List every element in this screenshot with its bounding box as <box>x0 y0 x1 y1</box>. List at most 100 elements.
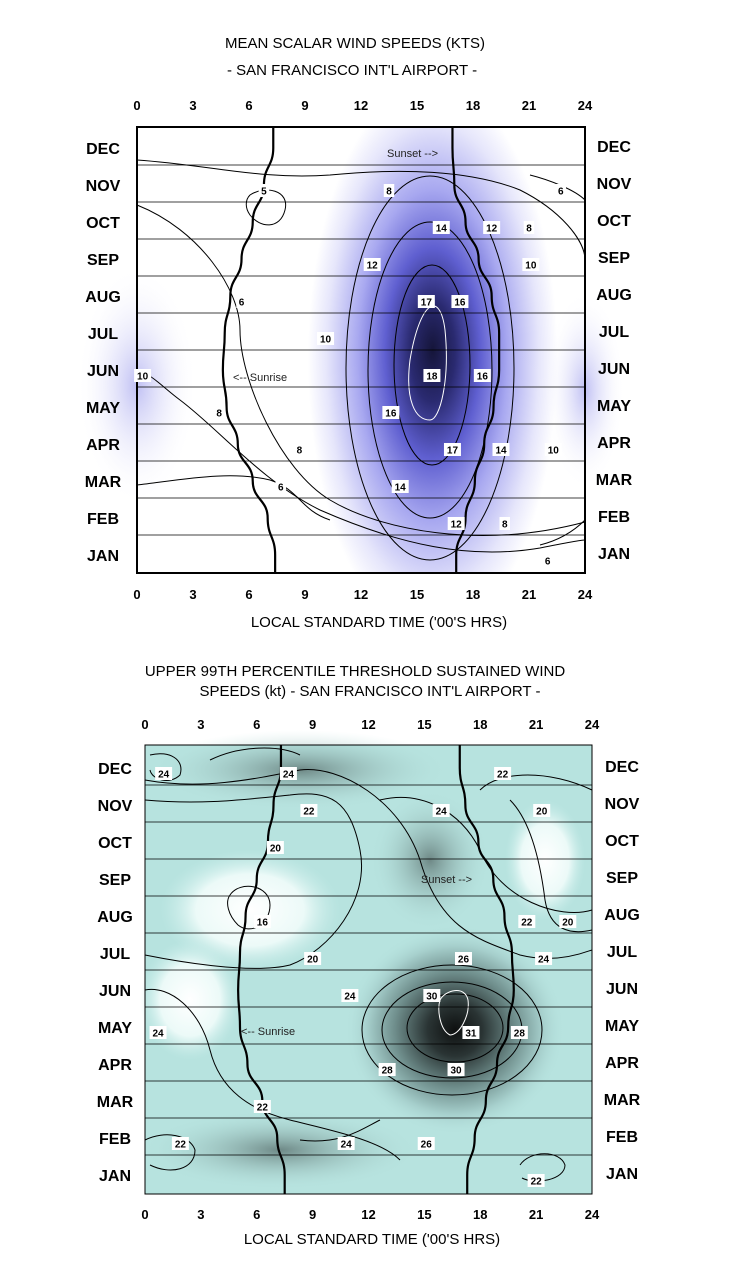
month-label-left: MAY <box>98 1020 132 1037</box>
contour-label-text: 28 <box>382 1066 394 1077</box>
contour-label-text: 26 <box>421 1140 433 1151</box>
contour-label-text: 10 <box>137 372 149 383</box>
x-tick-label-top: 21 <box>529 717 543 732</box>
contour-label-text: 14 <box>436 224 448 235</box>
chart2-month-labels-left: DEC NOV OCT SEP AUG JUL JUN MAY APR MAR FEB JAN <box>97 761 134 1185</box>
chart2-x-axis-label: LOCAL STANDARD TIME ('00'S HRS) <box>244 1231 500 1248</box>
contour-label: 10 <box>522 258 540 272</box>
month-label-right: JUN <box>598 361 630 378</box>
contour-label: 24 <box>432 804 450 818</box>
percentile-wind-chart: UPPER 99TH PERCENTILE THRESHOLD SUSTAINE… <box>97 663 641 1248</box>
contour-label-text: 24 <box>283 770 295 781</box>
contour-label-text: 16 <box>477 372 489 383</box>
contour-label: 8 <box>499 517 510 531</box>
chart2-month-gridlines <box>145 784 592 1156</box>
contour-label: 12 <box>483 221 501 235</box>
month-label-right: MAY <box>597 398 631 415</box>
month-label-left: MAR <box>97 1094 134 1111</box>
contour-label-text: 24 <box>341 1140 353 1151</box>
chart1-contour-lines <box>136 159 586 561</box>
month-label-left: FEB <box>99 1131 131 1148</box>
month-label-right: DEC <box>605 759 639 776</box>
month-label-right: JUL <box>599 324 629 341</box>
chart1-sunset-curve <box>451 127 501 573</box>
contour-label-text: 16 <box>385 409 397 420</box>
x-tick-label-bottom: 3 <box>197 1207 204 1222</box>
contour-label: 8 <box>523 221 535 235</box>
x-tick-label-top: 12 <box>354 98 368 113</box>
contour-label-text: 16 <box>454 298 466 309</box>
contour-label: 8 <box>383 184 395 198</box>
contour-label-text: 24 <box>436 807 448 818</box>
contour-label-text: 14 <box>395 483 407 494</box>
month-label-right: NOV <box>597 176 632 193</box>
chart2-month-labels-right: DEC NOV OCT SEP AUG JUL JUN MAY APR MAR FEB JAN <box>604 759 641 1183</box>
month-label-left: AUG <box>97 909 133 926</box>
month-label-right: MAR <box>604 1092 641 1109</box>
month-label-right: APR <box>597 435 631 452</box>
contour-label: 24 <box>149 1026 167 1040</box>
contour-label: 22 <box>527 1174 545 1188</box>
contour-label: 24 <box>155 767 173 781</box>
contour-label-text: 20 <box>270 844 282 855</box>
month-label-right: JUN <box>606 981 638 998</box>
contour-label: 22 <box>171 1137 189 1151</box>
contour-label: 20 <box>533 804 551 818</box>
month-label-right: AUG <box>596 287 632 304</box>
contour-label: 14 <box>492 443 510 457</box>
x-tick-label-bottom: 21 <box>529 1207 543 1222</box>
x-tick-label-bottom: 12 <box>361 1207 375 1222</box>
contour-label: 16 <box>473 369 491 383</box>
contour-label: 8 <box>213 406 225 420</box>
contour-label: 8 <box>294 443 305 457</box>
chart1-sunrise-annotation: <-- Sunrise <box>233 372 287 384</box>
month-label-left: JUL <box>88 326 118 343</box>
contour-label: 12 <box>363 258 381 272</box>
x-tick-label-bottom: 12 <box>354 587 368 602</box>
chart1-month-labels-left: DEC NOV OCT SEP AUG JUL JUN MAY APR MAR FEB JAN <box>85 141 122 565</box>
contour-label-text: 24 <box>152 1029 164 1040</box>
contour-label-text: 31 <box>465 1029 477 1040</box>
chart2-sunset-annotation: Sunset --> <box>421 874 472 886</box>
contour-label-text: 30 <box>450 1066 462 1077</box>
contour-label-text: 10 <box>320 335 332 346</box>
x-tick-label-bottom: 6 <box>253 1207 260 1222</box>
contour-label: 31 <box>462 1026 480 1040</box>
x-tick-label-top: 24 <box>578 98 593 113</box>
month-label-left: SEP <box>87 252 119 269</box>
month-label-left: DEC <box>98 761 132 778</box>
contour-label: 14 <box>432 221 450 235</box>
chart2-x-ticks-bottom: 0 3 6 9 12 15 18 21 24 <box>141 1207 600 1222</box>
month-label-right: MAY <box>605 1018 639 1035</box>
contour-label: 14 <box>391 480 409 494</box>
mean-scalar-wind-chart: MEAN SCALAR WIND SPEEDS (KTS) - SAN FRAN… <box>77 35 633 631</box>
month-label-left: NOV <box>86 178 121 195</box>
contour-label: 16 <box>253 915 271 929</box>
contour-label-text: 10 <box>525 261 537 272</box>
x-tick-label-top: 3 <box>189 98 196 113</box>
contour-label-text: 18 <box>426 372 438 383</box>
month-label-right: JAN <box>606 1166 638 1183</box>
month-label-right: APR <box>605 1055 639 1072</box>
contour-label-text: 12 <box>486 224 498 235</box>
x-tick-label-top: 21 <box>522 98 536 113</box>
contour-label: 6 <box>542 554 553 568</box>
month-label-left: APR <box>98 1057 132 1074</box>
contour-label-text: 17 <box>421 298 433 309</box>
x-tick-label-top: 9 <box>309 717 316 732</box>
chart2-plot-background <box>140 730 592 1194</box>
contour-label: 16 <box>382 406 400 420</box>
x-tick-label-top: 15 <box>410 98 424 113</box>
contour-label-text: 10 <box>548 446 560 457</box>
contour-label: 16 <box>451 295 469 309</box>
x-tick-label-bottom: 3 <box>189 587 196 602</box>
month-label-left: NOV <box>98 798 133 815</box>
month-label-left: DEC <box>86 141 120 158</box>
contour-label: 20 <box>266 841 284 855</box>
contour-label: 6 <box>555 184 566 198</box>
contour-label: 10 <box>317 332 335 346</box>
contour-label-text: 16 <box>257 918 269 929</box>
month-label-right: OCT <box>605 833 639 850</box>
contour-label-text: 5 <box>261 187 267 198</box>
